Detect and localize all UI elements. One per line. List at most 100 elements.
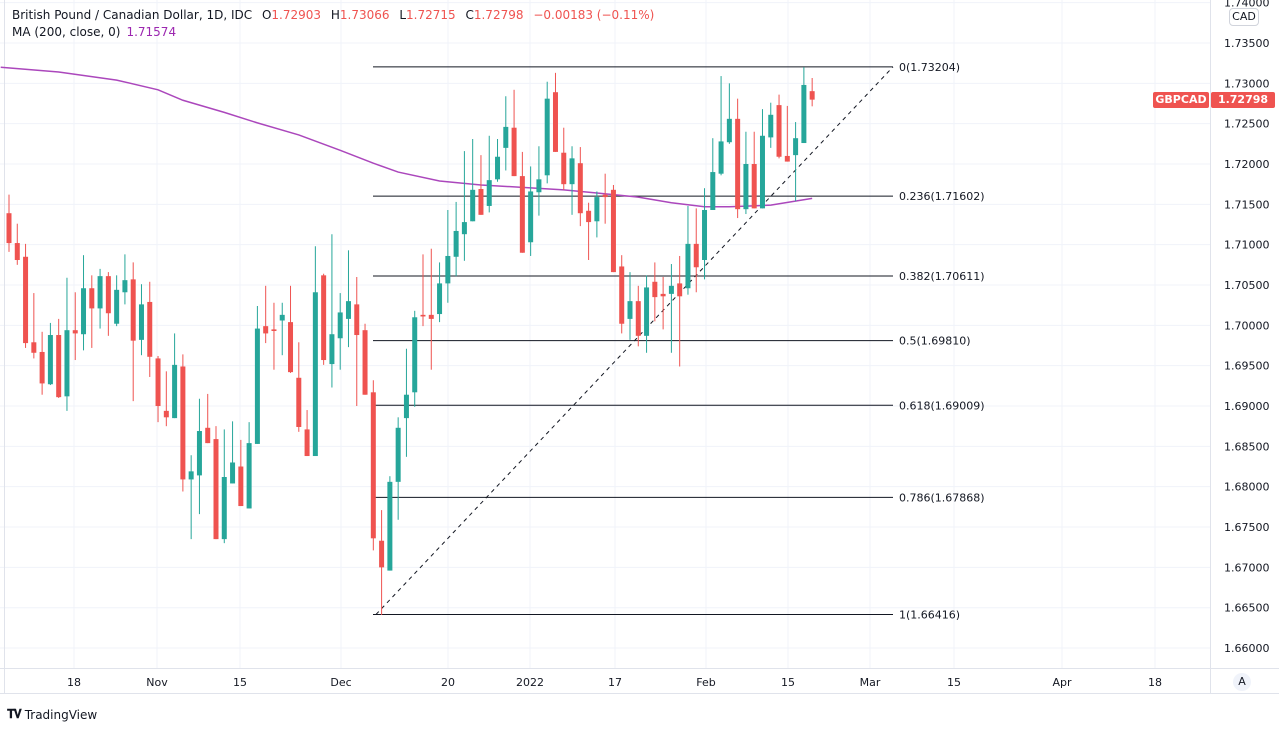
candle-body-down [31, 342, 37, 353]
candle-body-down [147, 301, 153, 357]
candle-body-down [635, 301, 641, 336]
candle-body-up [47, 335, 53, 385]
candle-body-up [196, 431, 202, 476]
candle-body-up [495, 156, 501, 180]
candle-body-up [759, 135, 765, 209]
ma-label: MA (200, close, 0) [12, 25, 121, 39]
candle-body-down [751, 164, 757, 209]
candle-body-up [544, 98, 550, 176]
last-price-tag: 1.72798 [1211, 92, 1275, 108]
candle-body-down [735, 118, 741, 210]
candle-body-down [205, 427, 211, 444]
low-label: L [399, 8, 407, 22]
price-tick-label: 1.70500 [1224, 279, 1270, 292]
candle-body-up [387, 481, 393, 571]
fib-level-label: 0.5(1.69810) [899, 335, 971, 348]
candle-body-up [627, 301, 633, 319]
candle-body-up [412, 317, 418, 393]
candle-body-up [221, 477, 227, 540]
candle-body-up [337, 312, 343, 339]
high-label: H [330, 8, 340, 22]
candle-body-down [296, 377, 302, 427]
candle-body-up [329, 334, 335, 365]
currency-badge[interactable]: CAD [1229, 8, 1259, 26]
candle-body-down [379, 540, 385, 568]
time-tick-label: Mar [860, 676, 881, 689]
candle-body-down [428, 314, 434, 319]
fib-level-label: 0(1.73204) [899, 61, 960, 74]
time-tick-label: Feb [696, 676, 715, 689]
candle-body-down [263, 326, 269, 334]
candle-body-down [519, 176, 525, 253]
candle-body-down [610, 189, 616, 273]
candle-body-down [420, 314, 426, 317]
time-tick-label: Nov [146, 676, 168, 689]
ma-line [0, 66, 813, 208]
fib-trend-line [375, 66, 894, 615]
fib-level-label: 0.786(1.67868) [899, 491, 985, 504]
time-tick-label: 15 [233, 676, 247, 689]
candle-body-up [793, 138, 799, 156]
candle-body-up [453, 230, 459, 257]
candle-body-down [619, 266, 625, 324]
price-tick-label: 1.67500 [1224, 521, 1270, 534]
candle-body-down [511, 127, 517, 177]
price-tick-label: 1.68000 [1224, 481, 1270, 494]
candle-body-down [23, 256, 29, 344]
candle-body-down [180, 366, 186, 480]
price-tick-label: 1.66000 [1224, 642, 1270, 655]
candle-body-down [784, 155, 790, 162]
candle-body-up [470, 189, 476, 222]
candle-body-up [81, 288, 87, 335]
fib-level-label: 0.618(1.69009) [899, 399, 985, 412]
candle-body-up [710, 172, 716, 210]
candle-body-up [528, 191, 534, 243]
candle-body-down [677, 283, 683, 297]
candle-body-down [213, 439, 219, 540]
candle-body-down [105, 276, 111, 314]
close-value: 1.72798 [473, 8, 524, 22]
price-tick-label: 1.71500 [1224, 198, 1270, 211]
time-tick-label: 18 [1148, 676, 1162, 689]
fib-level-label: 0.382(1.70611) [899, 270, 985, 283]
candle-body-down [809, 91, 815, 100]
price-tick-label: 1.73500 [1224, 37, 1270, 50]
candle-body-up [138, 304, 144, 340]
candle-body-down [72, 330, 78, 334]
price-tick-label: 1.67000 [1224, 561, 1270, 574]
auto-scale-button[interactable]: A [1233, 673, 1251, 691]
time-tick-label: 15 [947, 676, 961, 689]
price-tick-label: 1.66500 [1224, 602, 1270, 615]
candle-body-up [64, 330, 70, 397]
candle-body-up [403, 394, 409, 419]
symbol-title: British Pound / Canadian Dollar, 1D, IDC [12, 8, 253, 22]
change-value: −0.00183 (−0.11%) [533, 8, 655, 22]
candle-body-up [726, 118, 732, 143]
price-chart[interactable]: 1.74000 1.73500 1.73000 1.72500 1.72000 1.715… [0, 0, 1279, 700]
time-tick-label: 15 [781, 676, 795, 689]
candle-body-down [552, 92, 558, 152]
candle-body-up [172, 364, 178, 419]
tradingview-logo-icon: 𝐓𝐕 [7, 707, 22, 721]
ma-legend[interactable]: MA (200, close, 0) 1.71574 [12, 25, 176, 39]
candle-body-up [718, 141, 724, 174]
fib-level-label: 0.236(1.71602) [899, 190, 985, 203]
candle-body-up [461, 222, 467, 235]
candle-body-up [503, 126, 509, 148]
symbol-legend: British Pound / Canadian Dollar, 1D, IDC… [12, 8, 654, 22]
high-value: 1.73066 [339, 8, 390, 22]
candle-body-up [345, 301, 351, 319]
candle-body-up [668, 285, 674, 294]
candle-body-up [279, 314, 285, 321]
price-tick-label: 1.69000 [1224, 400, 1270, 413]
price-tick-label: 1.74000 [1224, 0, 1270, 10]
candle-body-down [271, 329, 277, 331]
candle-body-down [155, 358, 161, 407]
price-tick-label: 1.72500 [1224, 118, 1270, 131]
candle-body-down [288, 322, 294, 373]
tradingview-branding[interactable]: 𝐓𝐕 TradingView [7, 707, 97, 722]
time-tick-label: Dec [330, 676, 351, 689]
candle-body-down [561, 152, 567, 185]
time-tick-label: Apr [1052, 676, 1072, 689]
candle-body-down [693, 243, 699, 268]
